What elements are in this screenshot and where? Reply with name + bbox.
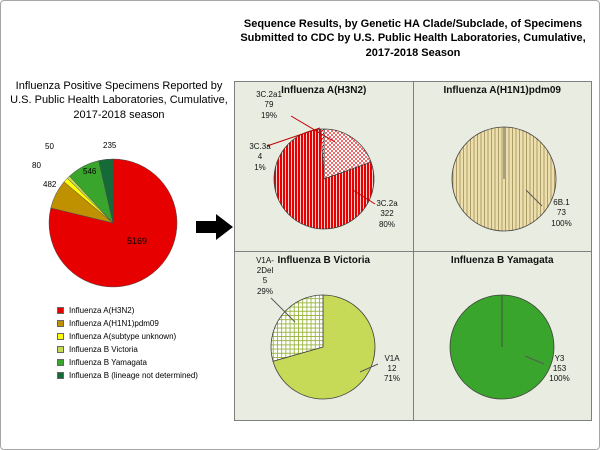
panel-influenza-a-h3n2: Influenza A(H3N2) 3C.2a1 79 19% 3C.3a 4 … <box>235 82 413 251</box>
callout-label: V1A-2Del <box>256 255 274 275</box>
legend-item: Influenza B Victoria <box>57 343 198 356</box>
clade-panel-grid: Influenza A(H3N2) 3C.2a1 79 19% 3C.3a 4 … <box>234 81 592 421</box>
legend-item: Influenza A(H1N1)pdm09 <box>57 317 198 330</box>
legend-label: Influenza B Victoria <box>69 345 138 354</box>
value-label-a-h3n2: 5169 <box>127 236 148 246</box>
panel-title-h3n2: Influenza A(H3N2) <box>281 85 367 96</box>
callout-y3: Y3 153 100% <box>540 354 580 385</box>
overview-pie-chart <box>48 158 178 288</box>
value-label-b-lineage-nd: 235 <box>103 141 117 150</box>
legend-label: Influenza A(H1N1)pdm09 <box>69 319 159 328</box>
legend-swatch-b-lineage-nd <box>57 372 64 379</box>
callout-value: 4 <box>257 152 263 162</box>
callout-label: 3C.2a1 <box>256 90 282 99</box>
callout-v1a-2del: V1A-2Del 5 29% <box>250 256 280 298</box>
legend-item: Influenza A(H3N2) <box>57 304 198 317</box>
callout-3c3a: 3C.3a 4 1% <box>242 142 278 173</box>
callout-pct: 80% <box>378 219 395 229</box>
callout-pct: 71% <box>383 374 400 384</box>
callout-value: 322 <box>380 209 394 219</box>
panel-influenza-b-victoria: Influenza B Victoria V1A-2Del 5 29% V1A … <box>235 251 413 420</box>
legend-swatch-a-h1n1 <box>57 320 64 327</box>
legend-swatch-b-victoria <box>57 346 64 353</box>
value-label-a-h1n1: 482 <box>43 180 57 189</box>
callout-value: 73 <box>557 208 566 218</box>
right-arrow-icon <box>196 214 233 240</box>
legend-swatch-b-yamagata <box>57 359 64 366</box>
callout-label: 6B.1 <box>553 198 570 207</box>
callout-value: 79 <box>264 100 274 110</box>
h1n1-clade-pie-chart <box>451 126 556 232</box>
panel-title-h1n1: Influenza A(H1N1)pdm09 <box>443 85 561 96</box>
callout-v1a: V1A 12 71% <box>374 354 410 385</box>
callout-label: 3C.2a <box>376 199 398 208</box>
legend-label: Influenza B Yamagata <box>69 358 147 367</box>
legend-label: Influenza A(H3N2) <box>69 306 135 315</box>
callout-value: 153 <box>552 363 567 373</box>
legend-item: Influenza B (lineage not determined) <box>57 369 198 382</box>
callout-value: 5 <box>262 276 268 286</box>
right-panel-title: Sequence Results, by Genetic HA Clade/Su… <box>240 18 586 59</box>
callout-pct: 29% <box>256 286 273 296</box>
legend-item: Influenza B Yamagata <box>57 356 198 369</box>
panel-influenza-a-h1n1pdm09: Influenza A(H1N1)pdm09 6B.1 73 100% <box>413 82 591 251</box>
legend: Influenza A(H3N2) Influenza A(H1N1)pdm09… <box>57 304 198 382</box>
legend-swatch-a-unknown <box>57 333 64 340</box>
legend-label: Influenza A(subtype unknown) <box>69 332 177 341</box>
callout-label: Y3 <box>554 353 565 363</box>
callout-value: 12 <box>387 363 397 373</box>
callout-label: 3C.3a <box>249 142 271 151</box>
legend-swatch-a-h3n2 <box>57 307 64 314</box>
h3n2-clade-pie-chart <box>266 115 376 230</box>
left-panel-title: Influenza Positive Specimens Reported by… <box>10 80 228 121</box>
callout-label: V1A <box>384 353 400 363</box>
callout-pct: 100% <box>551 218 572 228</box>
callout-pct: 1% <box>254 162 266 172</box>
callout-6b1: 6B.1 73 100% <box>544 198 580 229</box>
yamagata-clade-pie-chart <box>449 294 554 399</box>
panel-title-yamagata: Influenza B Yamagata <box>450 254 554 266</box>
victoria-clade-pie-chart <box>270 294 379 399</box>
value-label-a-subtype-unknown: 80 <box>32 161 41 170</box>
callout-3c2a: 3C.2a 322 80% <box>367 199 407 230</box>
panel-influenza-b-yamagata: Influenza B Yamagata Y3 153 100% <box>413 251 591 420</box>
value-label-b-victoria: 50 <box>45 142 54 151</box>
legend-label: Influenza B (lineage not determined) <box>69 371 198 380</box>
callout-pct: 19% <box>260 110 277 120</box>
callout-pct: 100% <box>549 374 570 384</box>
panel-title-victoria: Influenza B Victoria <box>277 254 371 266</box>
legend-item: Influenza A(subtype unknown) <box>57 330 198 343</box>
value-label-b-yamagata: 546 <box>83 167 97 176</box>
callout-3c2a1: 3C.2a1 79 19% <box>248 90 290 121</box>
